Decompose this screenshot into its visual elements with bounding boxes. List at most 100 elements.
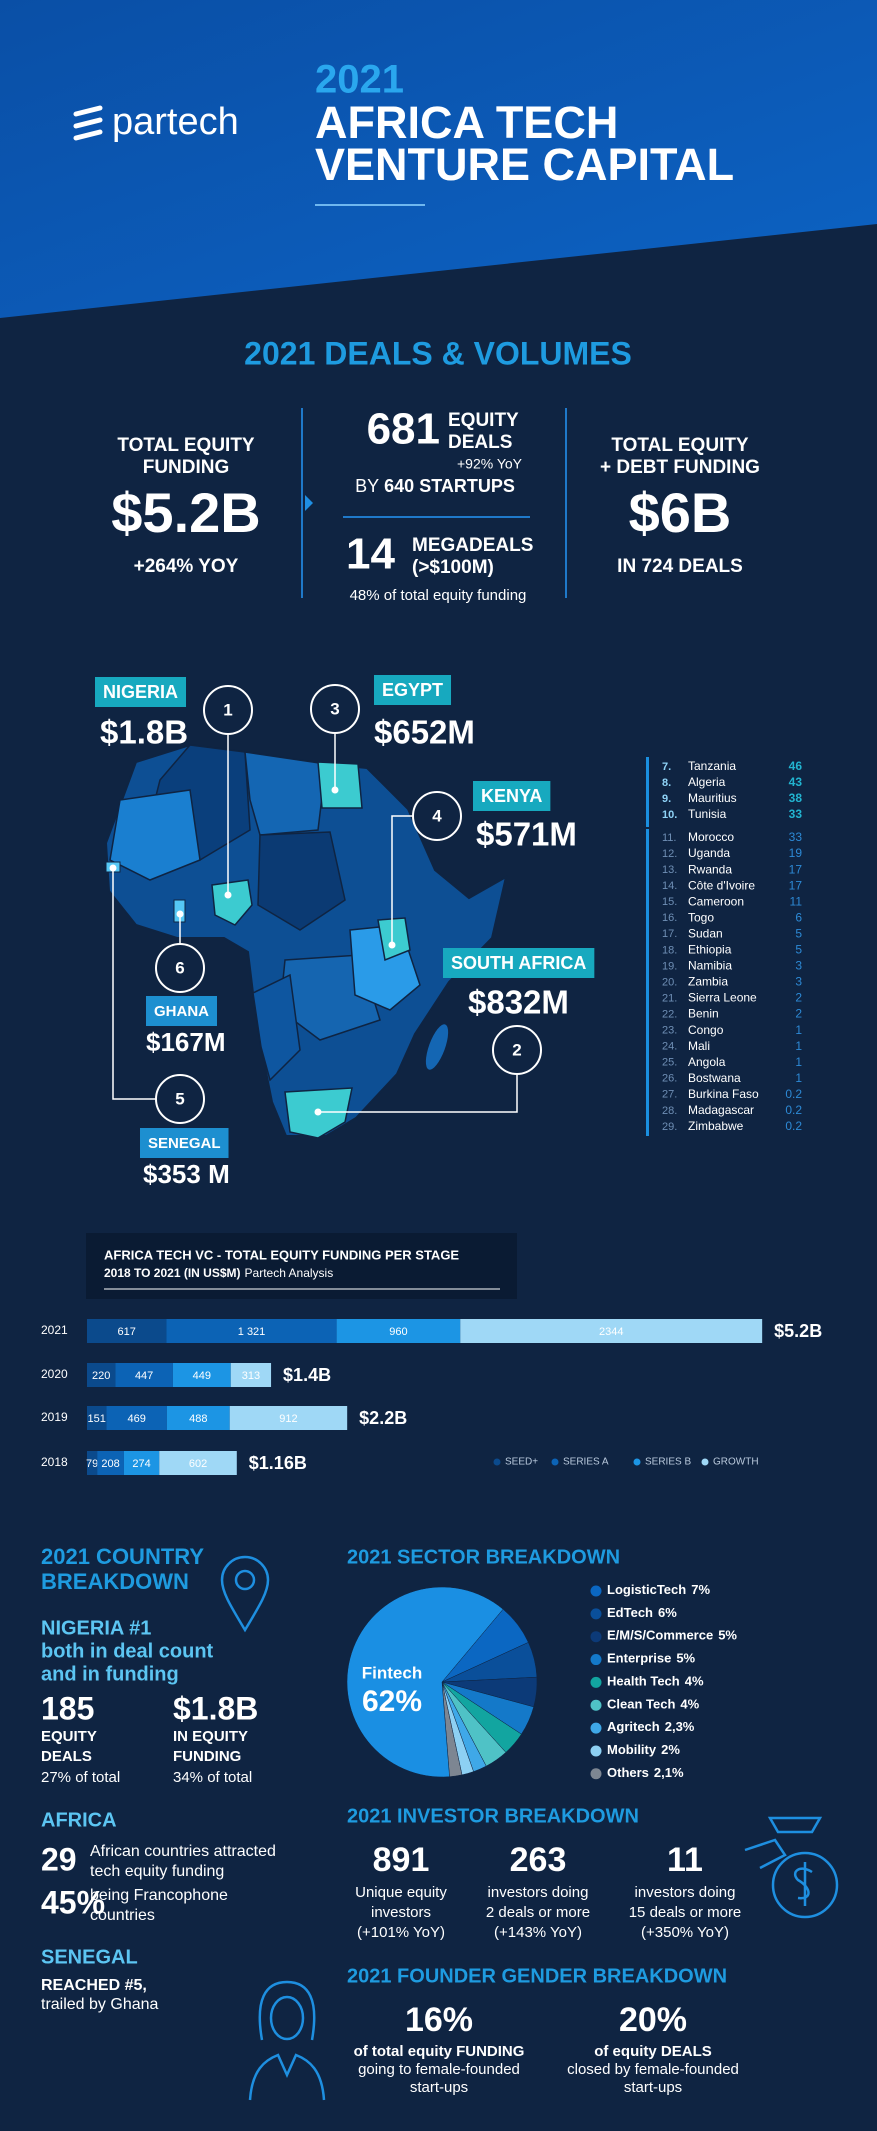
bar-value-label: 151 (88, 1413, 106, 1425)
subsection-title: AFRICA (41, 1809, 117, 1831)
bar-segment (87, 1319, 167, 1343)
startups-count: 640 (384, 476, 414, 496)
stat-label: (>$100M) (412, 557, 494, 578)
chart-subtitle: 2018 TO 2021 (IN US$M) Partech Analysis (104, 1266, 333, 1280)
value: 2 (795, 1007, 802, 1021)
legend-dot (633, 1458, 641, 1466)
country-label: SENEGAL (148, 1135, 221, 1152)
legend-dot (590, 1585, 602, 1597)
sector-value: 5% (718, 1628, 737, 1643)
bar-value-label: 220 (92, 1370, 110, 1382)
value: 1 (795, 1023, 802, 1037)
stat-label: FUNDING (143, 457, 230, 478)
callout-dot (109, 864, 117, 872)
legend-dot (551, 1458, 559, 1466)
pie-value: 62% (362, 1685, 422, 1718)
bar-segment (87, 1406, 107, 1430)
country: Côte d'Ivoire (688, 878, 755, 892)
rank-circle (155, 1074, 205, 1124)
rank-number: 6 (175, 958, 184, 977)
callout-dot (314, 1108, 322, 1116)
sector-value: 4% (685, 1674, 704, 1689)
legend-label: Health Tech 4% (607, 1674, 704, 1689)
bar-segment (115, 1363, 173, 1387)
value: 0.2 (785, 1087, 802, 1101)
country-label-box (473, 781, 551, 811)
callout-dot (388, 941, 396, 949)
country: Zimbabwe (688, 1119, 744, 1133)
gender-text: of total equity FUNDING (354, 2043, 525, 2060)
country: Mauritius (688, 791, 737, 805)
value: 6 (795, 910, 802, 924)
title: VENTURE CAPITAL (315, 139, 734, 190)
value: 11 (790, 894, 803, 908)
bar-total: $1.16B (249, 1453, 307, 1473)
investor-text: (+143% YoY) (494, 1924, 582, 1941)
country: Morocco (688, 830, 734, 844)
value: 0.2 (785, 1103, 802, 1117)
chart-title: AFRICA TECH VC - TOTAL EQUITY FUNDING PE… (104, 1247, 459, 1262)
rank: 24. (662, 1041, 677, 1053)
subsection-title: SENEGAL (41, 1946, 138, 1968)
bar-total: $5.2B (774, 1321, 822, 1341)
bar-value-label: 208 (101, 1458, 119, 1470)
rank-circle (492, 1025, 542, 1075)
fact-text: being Francophone (90, 1887, 228, 1904)
country: Zambia (688, 975, 728, 989)
rank-number: 1 (223, 700, 232, 719)
bar-value-label: 313 (242, 1370, 260, 1382)
startups-label: STARTUPS (419, 476, 515, 496)
bar-segment (159, 1451, 237, 1475)
bar-total: $1.4B (283, 1365, 331, 1385)
gender-text: start-ups (624, 2079, 682, 2096)
highlight: both in deal count (41, 1640, 214, 1662)
legend-dot (590, 1631, 602, 1643)
callout-line (318, 1074, 518, 1113)
stat-label: MEGADEALS (412, 535, 533, 556)
rank: 19. (662, 960, 677, 972)
value: 33 (789, 807, 803, 821)
callout-line (391, 815, 413, 945)
country: Angola (688, 1055, 726, 1069)
gender-text: going to female-founded (358, 2061, 520, 2078)
stat-note: IN 724 DEALS (617, 556, 743, 577)
country-label: SOUTH AFRICA (451, 953, 586, 973)
country: Ethiopia (688, 943, 732, 957)
country-label: KENYA (481, 786, 542, 806)
rank-circle (310, 684, 360, 734)
rank: 21. (662, 992, 677, 1004)
rank: 14. (662, 880, 677, 892)
money-icon (744, 1816, 839, 1919)
rank: 11. (662, 832, 676, 844)
legend-label: LogisticTech 7% (607, 1582, 710, 1597)
investor-text: (+101% YoY) (357, 1924, 445, 1941)
legend-label: SEED+ (505, 1457, 538, 1468)
senegal-text: trailed by Ghana (41, 1996, 159, 2013)
stat-note: BY 640 STARTUPS (355, 476, 515, 496)
value: 3 (795, 959, 802, 973)
investor-value: 11 (667, 1841, 703, 1879)
fact-text: African countries attracted (90, 1843, 276, 1860)
bar-segment (123, 1451, 160, 1475)
country: Benin (688, 1007, 719, 1021)
gender-value: 20% (619, 2001, 687, 2039)
bar-segment (97, 1451, 124, 1475)
sector-value: 2% (661, 1742, 680, 1757)
rank-number: 2 (512, 1040, 521, 1059)
bar-value-label: 469 (127, 1413, 145, 1425)
value: 2 (795, 991, 802, 1005)
bar-value-label: 449 (193, 1370, 211, 1382)
value: 46 (789, 759, 803, 773)
investor-text: Unique equity (355, 1884, 447, 1901)
sector-name: Health Tech (607, 1674, 680, 1689)
arrow (305, 495, 313, 511)
legend-label: EdTech 6% (607, 1605, 677, 1620)
value: 33 (789, 830, 803, 844)
africa-map (104, 743, 508, 1139)
stat-label: IN EQUITY (173, 1728, 248, 1745)
callout-dot (224, 891, 232, 899)
gender-text: start-ups (410, 2079, 468, 2096)
bar-total: $2.2B (359, 1408, 407, 1428)
bar-segment (166, 1319, 337, 1343)
legend-dot (590, 1745, 602, 1757)
